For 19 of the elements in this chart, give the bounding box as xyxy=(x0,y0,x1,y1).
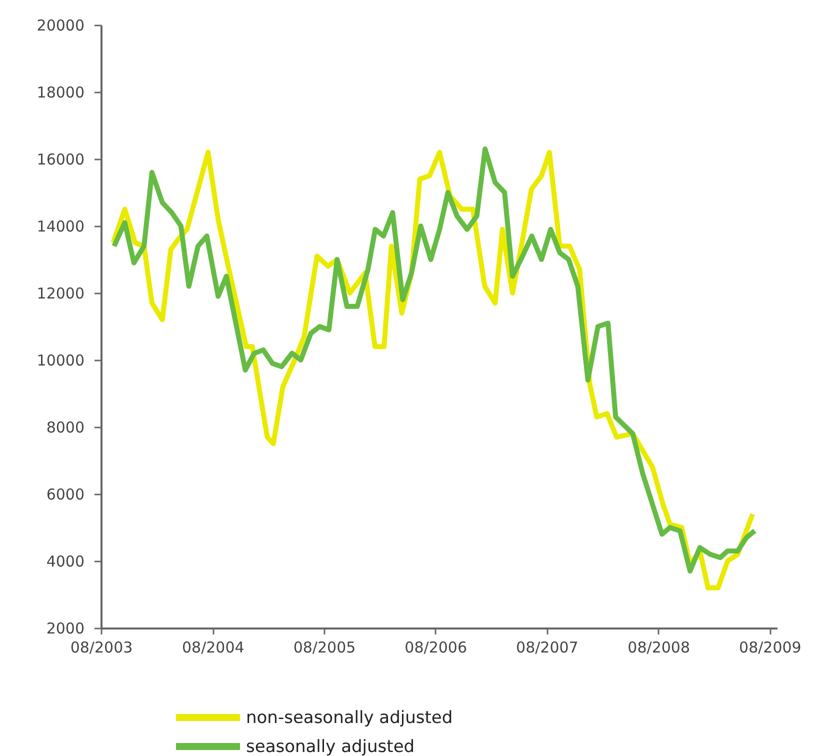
y-tick-label: 6000 xyxy=(46,486,84,504)
x-tick-label: 08/2007 xyxy=(516,638,578,656)
y-tick-label: 20000 xyxy=(36,16,84,34)
x-tick-label: 08/2006 xyxy=(404,638,468,656)
x-tick-label: 08/2004 xyxy=(182,638,244,656)
y-tick-label: 14000 xyxy=(36,218,84,236)
y-tick-label: 18000 xyxy=(36,84,84,102)
x-tick-label: 08/2003 xyxy=(70,638,133,656)
y-tick-label: 16000 xyxy=(36,150,84,168)
y-tick-label: 2000 xyxy=(46,620,84,638)
y-tick-label: 12000 xyxy=(36,284,84,302)
x-tick-label: 08/2008 xyxy=(628,638,690,656)
x-tick-label: 08/2009 xyxy=(739,638,802,656)
y-tick-label: 10000 xyxy=(36,352,84,370)
y-tick-label: 4000 xyxy=(46,552,84,570)
legend-label: seasonally adjusted xyxy=(246,736,415,756)
legend-label: non-seasonally adjusted xyxy=(246,706,453,728)
x-tick-label: 08/2005 xyxy=(293,638,356,656)
y-tick-label: 8000 xyxy=(46,418,84,436)
